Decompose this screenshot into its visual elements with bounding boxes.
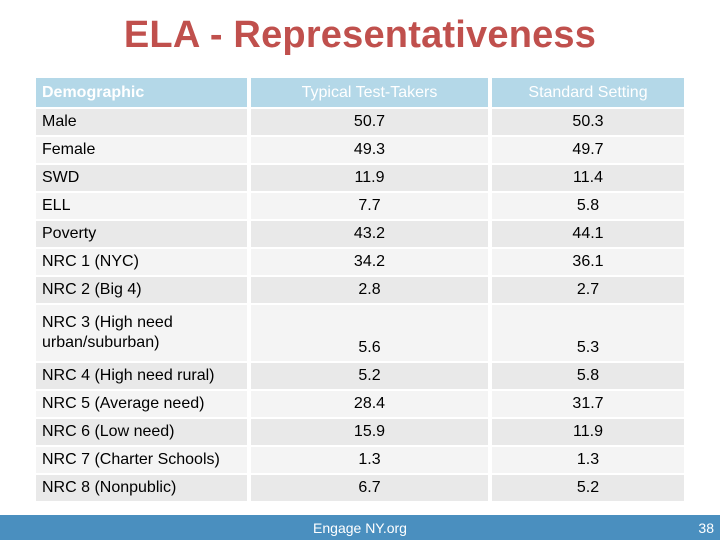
typical-value: 5.6 xyxy=(251,305,492,363)
standard-value: 50.3 xyxy=(492,109,684,137)
row-label: NRC 8 (Nonpublic) xyxy=(36,475,251,503)
row-label: ELL xyxy=(36,193,251,221)
table-row: NRC 6 (Low need) 15.9 11.9 xyxy=(36,419,684,447)
table-header-row: Demographic Typical Test-Takers Standard… xyxy=(36,78,684,109)
standard-value: 11.9 xyxy=(492,419,684,447)
footer-site-label: Engage NY.org xyxy=(313,520,407,536)
row-label: NRC 1 (NYC) xyxy=(36,249,251,277)
table-row: NRC 8 (Nonpublic) 6.7 5.2 xyxy=(36,475,684,503)
row-label: NRC 5 (Average need) xyxy=(36,391,251,419)
typical-value: 1.3 xyxy=(251,447,492,475)
typical-value: 2.8 xyxy=(251,277,492,305)
header-standard-setting: Standard Setting xyxy=(492,78,684,109)
table-row: Poverty 43.2 44.1 xyxy=(36,221,684,249)
typical-value: 50.7 xyxy=(251,109,492,137)
typical-value: 49.3 xyxy=(251,137,492,165)
typical-value: 6.7 xyxy=(251,475,492,503)
standard-value: 2.7 xyxy=(492,277,684,305)
table-row: NRC 7 (Charter Schools) 1.3 1.3 xyxy=(36,447,684,475)
table-row: Female 49.3 49.7 xyxy=(36,137,684,165)
standard-value: 36.1 xyxy=(492,249,684,277)
row-label: NRC 2 (Big 4) xyxy=(36,277,251,305)
standard-value: 49.7 xyxy=(492,137,684,165)
table-row: SWD 11.9 11.4 xyxy=(36,165,684,193)
typical-value: 15.9 xyxy=(251,419,492,447)
row-label: NRC 6 (Low need) xyxy=(36,419,251,447)
table-row: NRC 5 (Average need) 28.4 31.7 xyxy=(36,391,684,419)
table-row: NRC 2 (Big 4) 2.8 2.7 xyxy=(36,277,684,305)
typical-value: 43.2 xyxy=(251,221,492,249)
standard-value: 11.4 xyxy=(492,165,684,193)
page-number: 38 xyxy=(698,520,714,536)
representativeness-table: Demographic Typical Test-Takers Standard… xyxy=(36,78,684,503)
standard-value: 5.3 xyxy=(492,305,684,363)
standard-value: 31.7 xyxy=(492,391,684,419)
typical-value: 11.9 xyxy=(251,165,492,193)
slide-title: ELA - Representativeness xyxy=(123,14,597,56)
row-label: Poverty xyxy=(36,221,251,249)
table-row: Male 50.7 50.3 xyxy=(36,109,684,137)
row-label: NRC 7 (Charter Schools) xyxy=(36,447,251,475)
row-label: Male xyxy=(36,109,251,137)
standard-value: 5.8 xyxy=(492,193,684,221)
table-row: NRC 3 (High need urban/suburban) 5.6 5.3 xyxy=(36,305,684,363)
typical-value: 28.4 xyxy=(251,391,492,419)
row-label: NRC 3 (High need urban/suburban) xyxy=(36,305,251,363)
table-row: ELL 7.7 5.8 xyxy=(36,193,684,221)
header-demographic: Demographic xyxy=(36,78,251,109)
standard-value: 5.2 xyxy=(492,475,684,503)
standard-value: 5.8 xyxy=(492,363,684,391)
typical-value: 34.2 xyxy=(251,249,492,277)
table-row: NRC 4 (High need rural) 5.2 5.8 xyxy=(36,363,684,391)
typical-value: 5.2 xyxy=(251,363,492,391)
row-label: SWD xyxy=(36,165,251,193)
header-typical-test-takers: Typical Test-Takers xyxy=(251,78,492,109)
standard-value: 1.3 xyxy=(492,447,684,475)
table-row: NRC 1 (NYC) 34.2 36.1 xyxy=(36,249,684,277)
footer-bar: Engage NY.org 38 xyxy=(0,515,720,540)
typical-value: 7.7 xyxy=(251,193,492,221)
standard-value: 44.1 xyxy=(492,221,684,249)
row-label: NRC 4 (High need rural) xyxy=(36,363,251,391)
row-label: Female xyxy=(36,137,251,165)
